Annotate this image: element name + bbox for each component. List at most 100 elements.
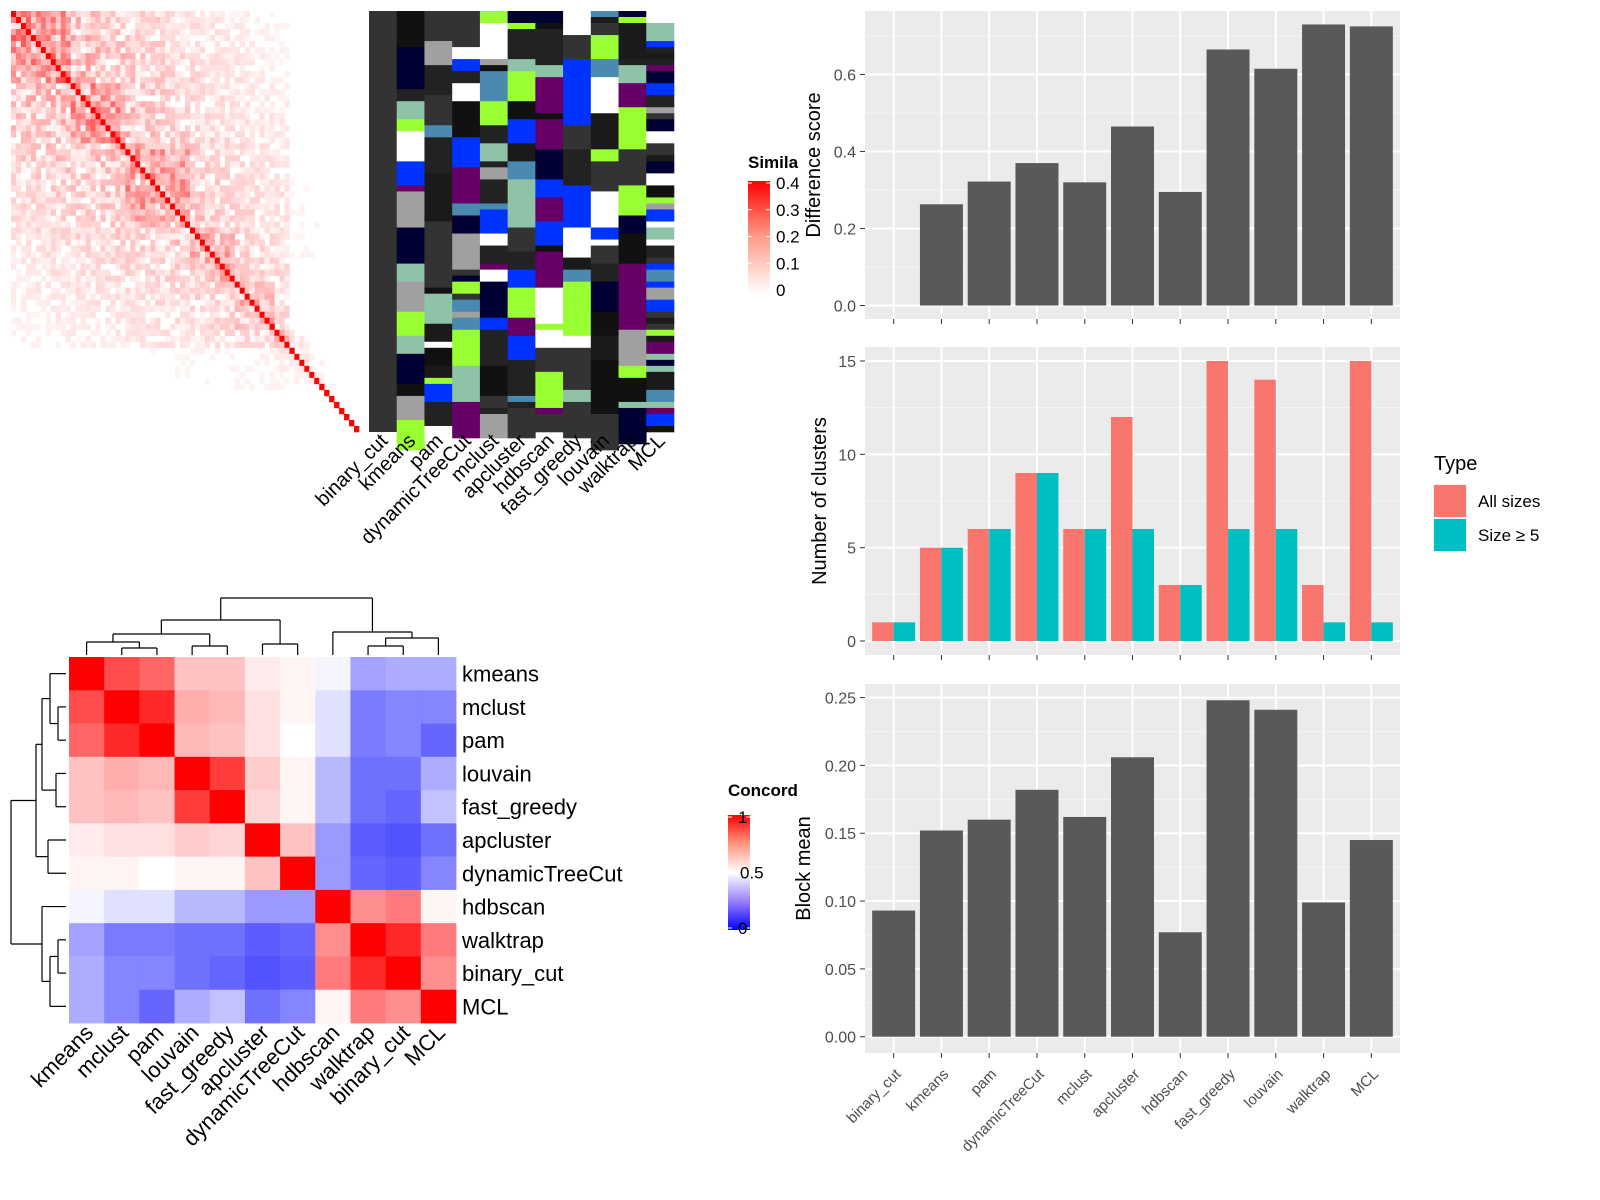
similarity-cell [155, 197, 161, 204]
similarity-cell [155, 293, 161, 300]
similarity-cell [259, 287, 265, 294]
similarity-cell [259, 215, 265, 222]
similarity-cell [11, 167, 17, 174]
similarity-cell [50, 41, 57, 48]
concordance-cell [350, 823, 387, 858]
similarity-cell [75, 257, 81, 264]
concordance-cell [420, 923, 457, 957]
similarity-cell [175, 89, 181, 96]
similarity-cell [45, 47, 52, 54]
similarity-cell [189, 53, 196, 60]
similarity-cell [155, 65, 161, 72]
similarity-cell [180, 305, 186, 313]
similarity-cell [214, 185, 221, 192]
similarity-cell [180, 113, 186, 120]
similarity-cell [284, 197, 290, 204]
similarity-cell [145, 179, 151, 186]
concordance-cell [385, 657, 422, 691]
similarity-cell [259, 119, 265, 126]
similarity-cell [299, 365, 305, 373]
similarity-cell [175, 71, 181, 78]
similarity-cell [170, 269, 176, 276]
similarity-cell [11, 173, 17, 180]
similarity-cell [40, 305, 47, 313]
similarity-cell [165, 251, 171, 258]
similarity-cell [60, 191, 66, 198]
similarity-cell [75, 53, 81, 60]
similarity-cell [239, 179, 245, 186]
similarity-cell [204, 251, 211, 258]
similarity-cell [50, 305, 57, 313]
assignment-cell [424, 221, 453, 258]
similarity-cell [130, 179, 136, 186]
similarity-cell [105, 281, 111, 288]
similarity-cell [70, 209, 76, 216]
assignment-cell [396, 83, 425, 90]
similarity-cell [125, 221, 131, 228]
similarity-cell [170, 71, 176, 78]
similarity-cell [224, 53, 231, 60]
concordance-cell [174, 923, 211, 957]
similarity-cell [55, 53, 62, 60]
assignment-cell [618, 11, 647, 18]
similarity-cell [125, 149, 131, 156]
similarity-cell [40, 137, 47, 144]
concordance-cell [209, 923, 246, 957]
similarity-cell [224, 59, 231, 66]
similarity-cell [294, 365, 300, 373]
similarity-cell [185, 311, 191, 319]
similarity-cell [165, 305, 171, 313]
similarity-cell [234, 191, 240, 198]
assignment-cell [646, 23, 675, 30]
similarity-cell [189, 287, 196, 294]
similarity-cell [209, 23, 216, 30]
similarity-cell [90, 59, 96, 66]
similarity-cell [194, 143, 201, 150]
similarity-cell [185, 125, 191, 132]
similarity-cell [209, 305, 216, 313]
similarity-cell [60, 89, 66, 96]
similarity-cell [299, 347, 305, 355]
concordance-cell [69, 989, 105, 1024]
similarity-cell [150, 77, 156, 84]
similarity-cell [165, 173, 171, 180]
similarity-cell [105, 35, 111, 42]
similarity-cell [160, 29, 166, 36]
similarity-cell [25, 293, 32, 300]
similarity-cell [60, 275, 66, 282]
similarity-cell [204, 23, 211, 30]
similarity-cell [135, 137, 141, 144]
similarity-cell [244, 323, 250, 331]
similarity-cell [70, 131, 76, 138]
similarity-cell [45, 215, 52, 222]
similarity-cell [15, 59, 22, 66]
assignment-cell [590, 35, 619, 60]
similarity-cell [264, 35, 270, 42]
similarity-cell [279, 215, 285, 222]
similarity-cell [15, 257, 22, 264]
similarity-cell [165, 131, 171, 138]
similarity-cell [25, 317, 32, 325]
similarity-cell [274, 197, 280, 204]
similarity-cell [170, 167, 176, 174]
similarity-cell [254, 125, 260, 132]
similarity-cell [254, 299, 260, 306]
similarity-cell [180, 323, 186, 331]
concordance-cell [69, 657, 105, 691]
assignment-cell [590, 359, 619, 391]
similarity-cell [224, 191, 231, 198]
similarity-cell [269, 281, 275, 288]
similarity-cell [35, 293, 42, 300]
similarity-cell [95, 83, 101, 90]
similarity-cell [229, 191, 236, 198]
similarity-cell [140, 113, 146, 120]
similarity-cell [140, 143, 146, 150]
similarity-cell [264, 89, 270, 96]
similarity-cell [284, 101, 290, 108]
assignment-cell [479, 329, 508, 367]
similarity-cell [165, 227, 171, 234]
similarity-cell [40, 23, 47, 30]
similarity-cell [214, 17, 221, 24]
assignment-cell [424, 347, 453, 367]
